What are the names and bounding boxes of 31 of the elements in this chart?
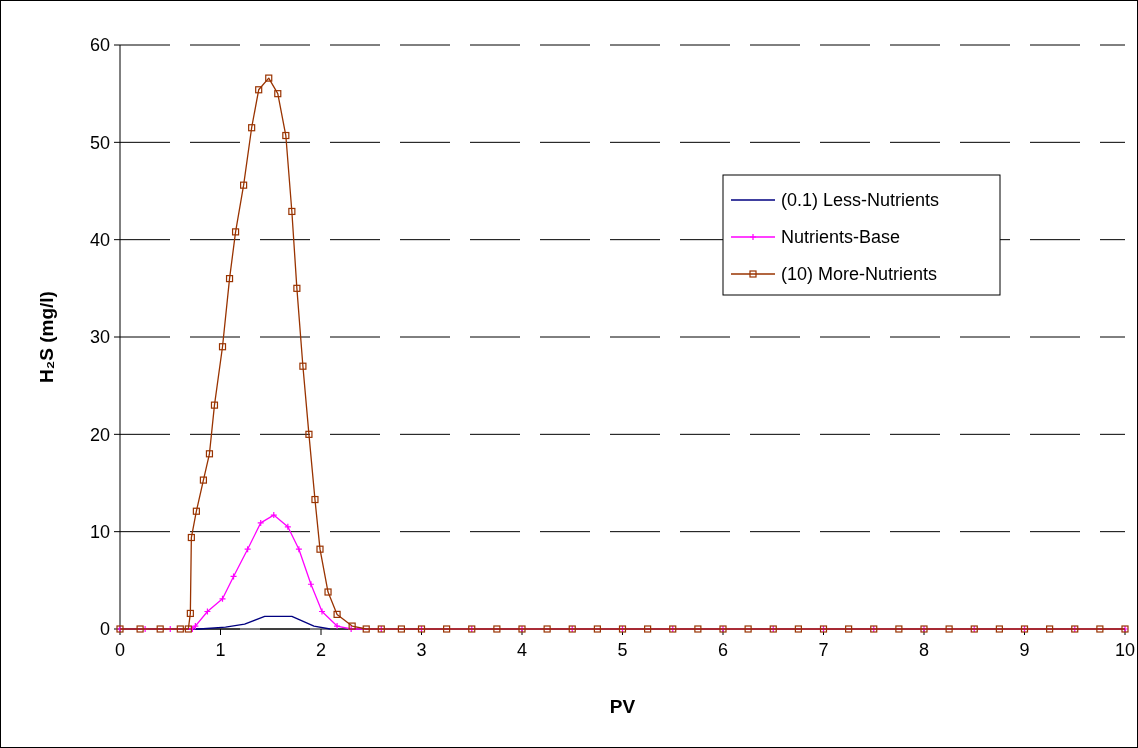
x-tick-label: 3 [416,640,427,660]
legend-label: (10) More-Nutrients [781,264,938,285]
point [188,625,196,633]
y-axis-title: H₂S (mg/l) [36,291,57,383]
point [257,519,265,527]
point [318,607,326,616]
x-tick-label: 1 [215,640,226,660]
y-tick-label: 60 [89,35,110,56]
point [307,580,315,588]
point [270,511,278,519]
x-tick-label: 7 [818,640,829,660]
x-tick-label: 10 [1114,640,1136,660]
x-tick-label: 4 [516,640,528,660]
x-tick-label: 6 [717,640,729,660]
x-tick-label: 5 [617,640,628,660]
y-tick-label: 50 [89,132,110,153]
x-tick-label: 9 [1019,640,1030,660]
x-tick-label: 0 [114,640,126,660]
y-tick-label: 20 [89,424,110,445]
y-tick-label: 10 [89,521,110,542]
point [295,545,303,553]
y-tick-label: 0 [99,619,110,640]
y-tick-label: 40 [89,229,110,250]
point [333,622,341,630]
x-tick-label: 2 [315,640,327,660]
y-tick-label: 30 [89,327,110,348]
point [191,622,199,630]
legend-label: Nutrients-Base [781,227,901,248]
legend-label: (0.1) Less-Nutrients [781,190,940,211]
x-axis-title: PV [609,696,636,717]
x-tick-label: 8 [918,640,930,660]
